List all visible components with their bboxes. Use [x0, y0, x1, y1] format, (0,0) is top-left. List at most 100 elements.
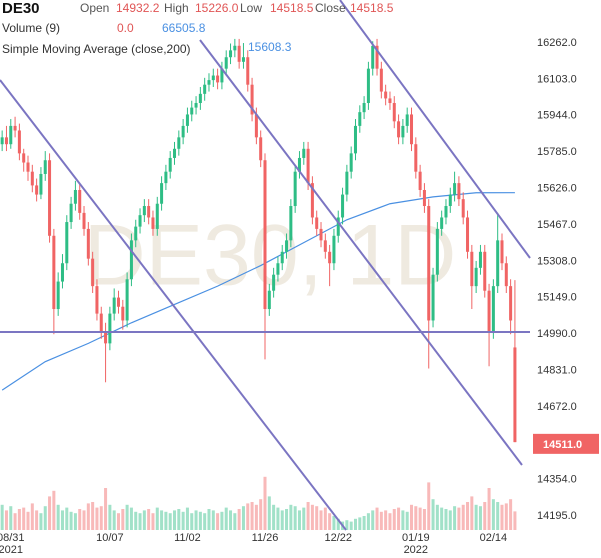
volume-bar: [509, 499, 513, 530]
volume-bar: [99, 506, 103, 530]
candle-body: [366, 68, 370, 104]
y-tick-label: 15308.0: [537, 255, 577, 267]
volume-bar: [250, 502, 254, 530]
volume-bar: [56, 504, 60, 530]
volume-bar: [478, 506, 482, 530]
candle-body: [297, 157, 301, 172]
candle-body: [13, 125, 17, 131]
y-tick-label: 15944.0: [537, 110, 577, 122]
legend-label: Simple Moving Average (close,200): [2, 42, 191, 56]
legend-label: Volume (9): [2, 21, 60, 35]
volume-bar: [444, 509, 448, 530]
candle-body: [112, 297, 116, 314]
candle-body: [52, 235, 56, 310]
volume-bar: [263, 476, 267, 530]
volume-bar: [453, 506, 457, 530]
candle-body: [220, 68, 224, 83]
candle-body: [336, 217, 340, 236]
volume-bar: [362, 516, 366, 530]
volume-bar: [160, 510, 164, 530]
volume-bar: [254, 504, 258, 530]
candle-body: [211, 75, 215, 81]
volume-bar: [211, 510, 215, 530]
candle-body: [155, 203, 159, 229]
candle-body: [409, 114, 414, 145]
candle-body: [151, 217, 155, 229]
volume-bar: [69, 511, 73, 530]
candle-body: [478, 251, 482, 268]
volume-bar: [207, 509, 211, 530]
volume-bar: [409, 504, 414, 530]
volume-bar: [504, 503, 508, 530]
candle-body: [422, 189, 426, 207]
y-tick-label: 14672.0: [537, 401, 577, 413]
candle-body: [483, 251, 487, 291]
candle-body: [457, 183, 461, 200]
candle-body: [9, 125, 13, 145]
y-tick-label: 14195.0: [537, 510, 577, 522]
candle-body: [86, 228, 90, 259]
volume-bar: [78, 509, 82, 530]
volume-bar: [194, 510, 198, 530]
candle-body: [129, 240, 133, 280]
y-tick-label: 15785.0: [537, 146, 577, 158]
volume-bar: [384, 510, 388, 530]
volume-bar: [60, 510, 64, 530]
volume-bar: [461, 504, 465, 530]
candle-body: [233, 45, 237, 51]
volume-bar: [198, 511, 202, 530]
legend-label: Close: [315, 1, 346, 15]
volume-bar: [9, 506, 13, 530]
volume-bar: [43, 506, 47, 530]
volume-bar: [280, 510, 284, 530]
candle-body: [237, 45, 241, 62]
candle-body: [496, 240, 500, 287]
trend-line: [199, 39, 523, 466]
candle-body: [362, 103, 366, 113]
candle-body: [250, 84, 254, 115]
candle-body: [272, 274, 276, 291]
volume-bar: [371, 510, 375, 530]
legend-value: 66505.8: [162, 21, 206, 35]
candle-body: [276, 263, 280, 275]
volume-bar: [177, 509, 181, 530]
candle-body: [241, 57, 245, 62]
volume-bar: [112, 510, 116, 530]
volume-bar: [483, 502, 487, 530]
volume-bar: [82, 510, 86, 530]
volume-bar: [155, 507, 159, 530]
volume-bar: [440, 507, 444, 530]
volume-bar: [500, 504, 504, 530]
watermark: DE30, 1D: [84, 208, 457, 304]
candle-body: [263, 160, 267, 310]
year-label: 2022: [404, 544, 428, 556]
candle-body: [194, 103, 198, 108]
candle-body: [414, 144, 418, 172]
candle-body: [453, 183, 457, 195]
candle-body: [444, 206, 448, 218]
candle-body: [134, 226, 138, 241]
y-tick-label: 14831.0: [537, 365, 577, 377]
symbol: DE30: [2, 0, 40, 17]
candle-body: [466, 217, 470, 252]
candle-body: [207, 80, 211, 85]
trend-line: [0, 79, 347, 531]
volume-bar: [306, 502, 310, 530]
candle-body: [267, 290, 271, 310]
volume-bar: [427, 482, 431, 530]
candle-body: [160, 183, 164, 204]
volume-bar: [276, 507, 280, 530]
volume-bar: [470, 496, 474, 530]
y-tick-label: 14354.0: [537, 474, 577, 486]
candle-body: [43, 160, 47, 174]
candle-body: [73, 189, 77, 204]
candle-body: [332, 235, 336, 264]
x-tick-label: 08/31: [0, 532, 25, 544]
candle-body: [487, 290, 491, 332]
candle-body: [216, 75, 220, 83]
volume-bar: [310, 504, 314, 530]
candle-body: [177, 137, 181, 149]
legend-value: 0.0: [117, 21, 134, 35]
volume-bar: [17, 509, 21, 530]
candle-body: [500, 240, 504, 264]
